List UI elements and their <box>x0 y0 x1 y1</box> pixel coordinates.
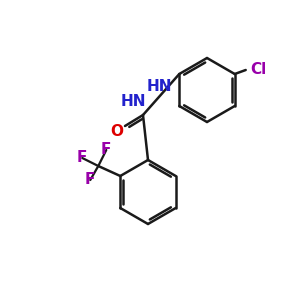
Text: F: F <box>85 172 95 188</box>
Text: HN: HN <box>146 79 172 94</box>
Text: F: F <box>101 142 112 158</box>
Text: Cl: Cl <box>251 62 267 77</box>
Text: O: O <box>110 124 124 139</box>
Text: F: F <box>77 151 88 166</box>
Text: HN: HN <box>120 94 146 109</box>
